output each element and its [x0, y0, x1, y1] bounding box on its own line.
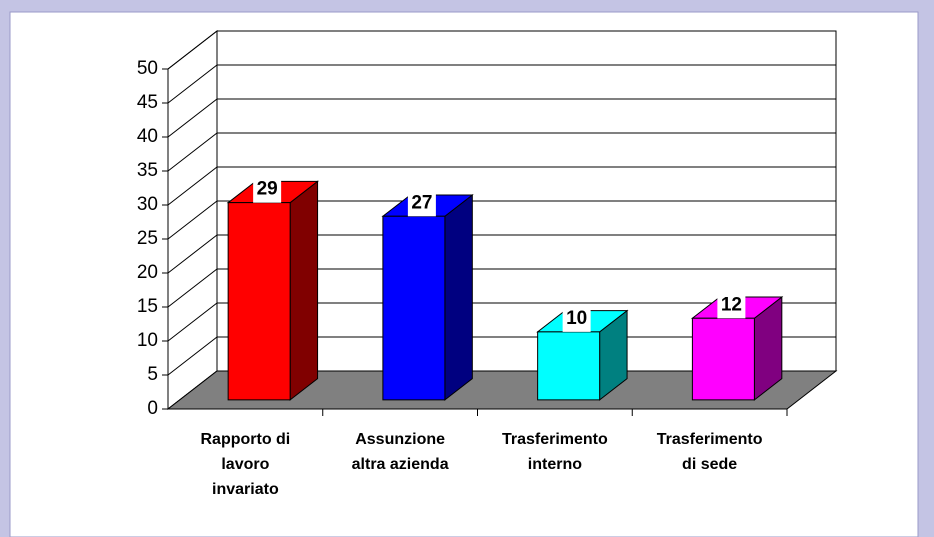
- x-tick-label: Rapporto di: [200, 431, 290, 448]
- grid-line: [167, 98, 836, 138]
- y-tick-label: 15: [137, 296, 158, 317]
- y-tick-label: 25: [137, 228, 158, 249]
- value-label-box: [717, 292, 746, 319]
- grid-line: [167, 64, 836, 104]
- value-label: 27: [411, 192, 432, 213]
- x-tick-label: altra azienda: [352, 456, 449, 473]
- value-label: 12: [721, 294, 742, 315]
- value-label: 29: [257, 179, 278, 200]
- bar: [227, 202, 291, 401]
- y-tick-label: 35: [137, 160, 158, 181]
- bar: [537, 331, 601, 401]
- x-tick-label: Trasferimento: [657, 431, 763, 448]
- x-tick-label: interno: [528, 456, 582, 473]
- x-tick-label: Assunzione: [355, 431, 445, 448]
- grid-line: [167, 302, 836, 342]
- grid-line: [167, 30, 836, 70]
- value-label: 10: [566, 308, 587, 329]
- bar-side: [289, 180, 319, 401]
- bar-side: [444, 193, 473, 401]
- bar: [382, 215, 446, 401]
- y-tick-label: 5: [147, 364, 158, 385]
- value-label-box: [253, 176, 282, 203]
- y-tick-label: 10: [137, 330, 158, 351]
- x-tick-label: Trasferimento: [502, 431, 608, 448]
- bar: [691, 317, 755, 401]
- x-tick-label: di sede: [682, 456, 737, 473]
- grid-line: [167, 132, 836, 172]
- x-tick-label: invariato: [212, 481, 279, 498]
- y-tick-label: 0: [147, 398, 158, 419]
- grid-line: [167, 200, 836, 240]
- value-label-box: [407, 190, 436, 217]
- grid-line: [167, 268, 836, 308]
- grid-line: [167, 166, 836, 206]
- y-tick-label: 30: [137, 194, 158, 215]
- value-label-box: [562, 305, 591, 332]
- y-tick-label: 40: [137, 126, 158, 147]
- grid-line: [167, 336, 836, 376]
- grid-line: [167, 234, 836, 274]
- x-tick-label: lavoro: [221, 456, 269, 473]
- y-tick-label: 50: [137, 58, 158, 79]
- y-tick-label: 45: [137, 92, 158, 113]
- y-tick-label: 20: [137, 262, 158, 283]
